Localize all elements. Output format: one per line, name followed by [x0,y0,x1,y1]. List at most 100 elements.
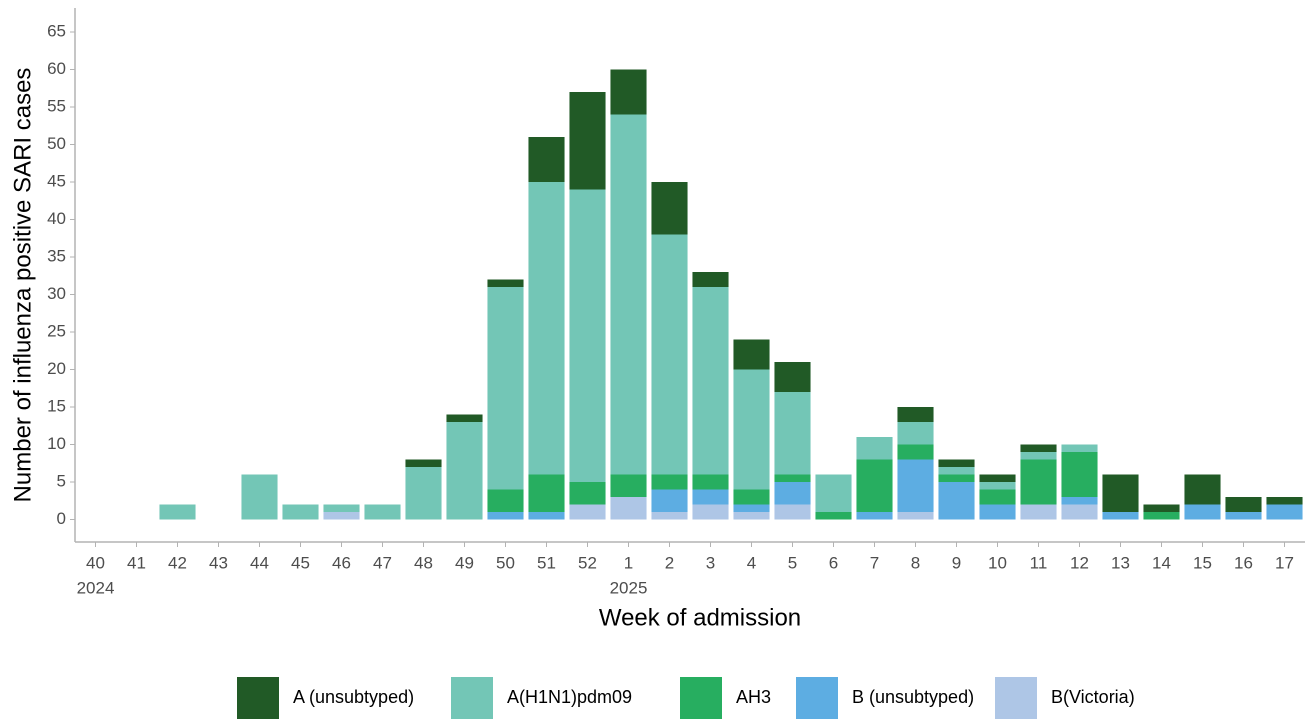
bar-segment [487,512,524,520]
x-tick-label: 6 [829,553,838,572]
bar-segment [1102,474,1139,512]
bar-segment [651,489,688,512]
bar-segment [405,459,442,467]
bar-segment [651,512,688,520]
bar-segment [487,287,524,490]
x-year-label: 2024 [77,578,115,597]
bar-segment [897,459,934,512]
bar-segment [733,339,770,370]
y-tick-label: 40 [47,209,66,228]
bar-segment [856,459,893,512]
bar-segment [610,114,647,475]
legend-swatch [451,677,493,719]
bar-segment [938,482,975,520]
x-tick-label: 48 [414,553,433,572]
bar-segment [528,137,565,182]
bar-segment [610,497,647,520]
bar-segment [979,504,1016,520]
x-tick-label: 8 [911,553,920,572]
x-tick-label: 2 [665,553,674,572]
bar-segment [159,504,196,520]
x-tick-label: 46 [332,553,351,572]
bar-segment [282,504,319,520]
legend-label: B(Victoria) [1051,687,1135,707]
x-tick-label: 51 [537,553,556,572]
bar-segment [1020,452,1057,460]
bar-segment [487,279,524,287]
bar-segment [733,504,770,512]
x-tick-label: 17 [1275,553,1294,572]
x-tick-label: 40 [86,553,105,572]
x-tick-label: 12 [1070,553,1089,572]
bar-segment [815,512,852,520]
x-tick-label: 4 [747,553,756,572]
x-tick-label: 47 [373,553,392,572]
x-tick-label: 3 [706,553,715,572]
x-tick-label: 41 [127,553,146,572]
bar-segment [774,504,811,520]
bar-segment [774,474,811,482]
y-tick-label: 45 [47,171,66,190]
bar-segment [1266,504,1303,520]
bar-segment [1061,452,1098,497]
y-tick-label: 15 [47,396,66,415]
bar-segment [1102,512,1139,520]
legend-swatch [680,677,722,719]
bar-segment [364,504,401,520]
bar-segment [979,489,1016,505]
bar-segment [446,414,483,422]
bar-segment [528,512,565,520]
bar-segment [815,474,852,512]
y-tick-label: 60 [47,59,66,78]
x-tick-label: 9 [952,553,961,572]
bar-segment [979,474,1016,482]
bar-segment [528,474,565,512]
x-tick-label: 50 [496,553,515,572]
y-tick-label: 0 [57,509,66,528]
bar-segment [774,482,811,505]
x-tick-label: 42 [168,553,187,572]
x-tick-label: 10 [988,553,1007,572]
bar-segment [692,272,729,287]
y-tick-label: 55 [47,96,66,115]
bar-segment [569,189,606,482]
bar-segment [897,422,934,445]
bar-segment [1061,497,1098,505]
bar-segment [979,482,1016,490]
x-tick-label: 7 [870,553,879,572]
bar-segment [733,369,770,490]
x-tick-label: 16 [1234,553,1253,572]
bar-segment [856,437,893,460]
x-tick-label: 1 [624,553,633,572]
bar-segment [938,467,975,475]
y-tick-label: 20 [47,359,66,378]
bar-segment [610,69,647,115]
bar-segment [651,474,688,490]
legend-label: A (unsubtyped) [293,687,414,707]
y-tick-label: 30 [47,284,66,303]
bar-segment [1020,504,1057,520]
bar-segment [1061,504,1098,520]
x-tick-label: 11 [1030,553,1048,572]
x-tick-label: 5 [788,553,797,572]
bar-segment [323,512,360,520]
bar-segment [692,489,729,505]
bar-segment [1143,504,1180,512]
bar-segment [856,512,893,520]
bar-segment [938,474,975,482]
bar-segment [774,362,811,392]
bar-segment [1020,444,1057,452]
x-tick-label: 52 [578,553,597,572]
bar-segment [569,482,606,505]
y-tick-label: 10 [47,434,66,453]
bar-segment [897,512,934,520]
bar-segment [1143,512,1180,520]
x-tick-label: 45 [291,553,310,572]
bar-segment [528,182,565,475]
bar-segment [323,504,360,512]
bar-segment [1266,497,1303,505]
bar-segment [692,474,729,490]
y-axis-title: Number of influenza positive SARI cases [9,68,36,503]
bar-segment [733,512,770,520]
x-year-label: 2025 [610,578,648,597]
